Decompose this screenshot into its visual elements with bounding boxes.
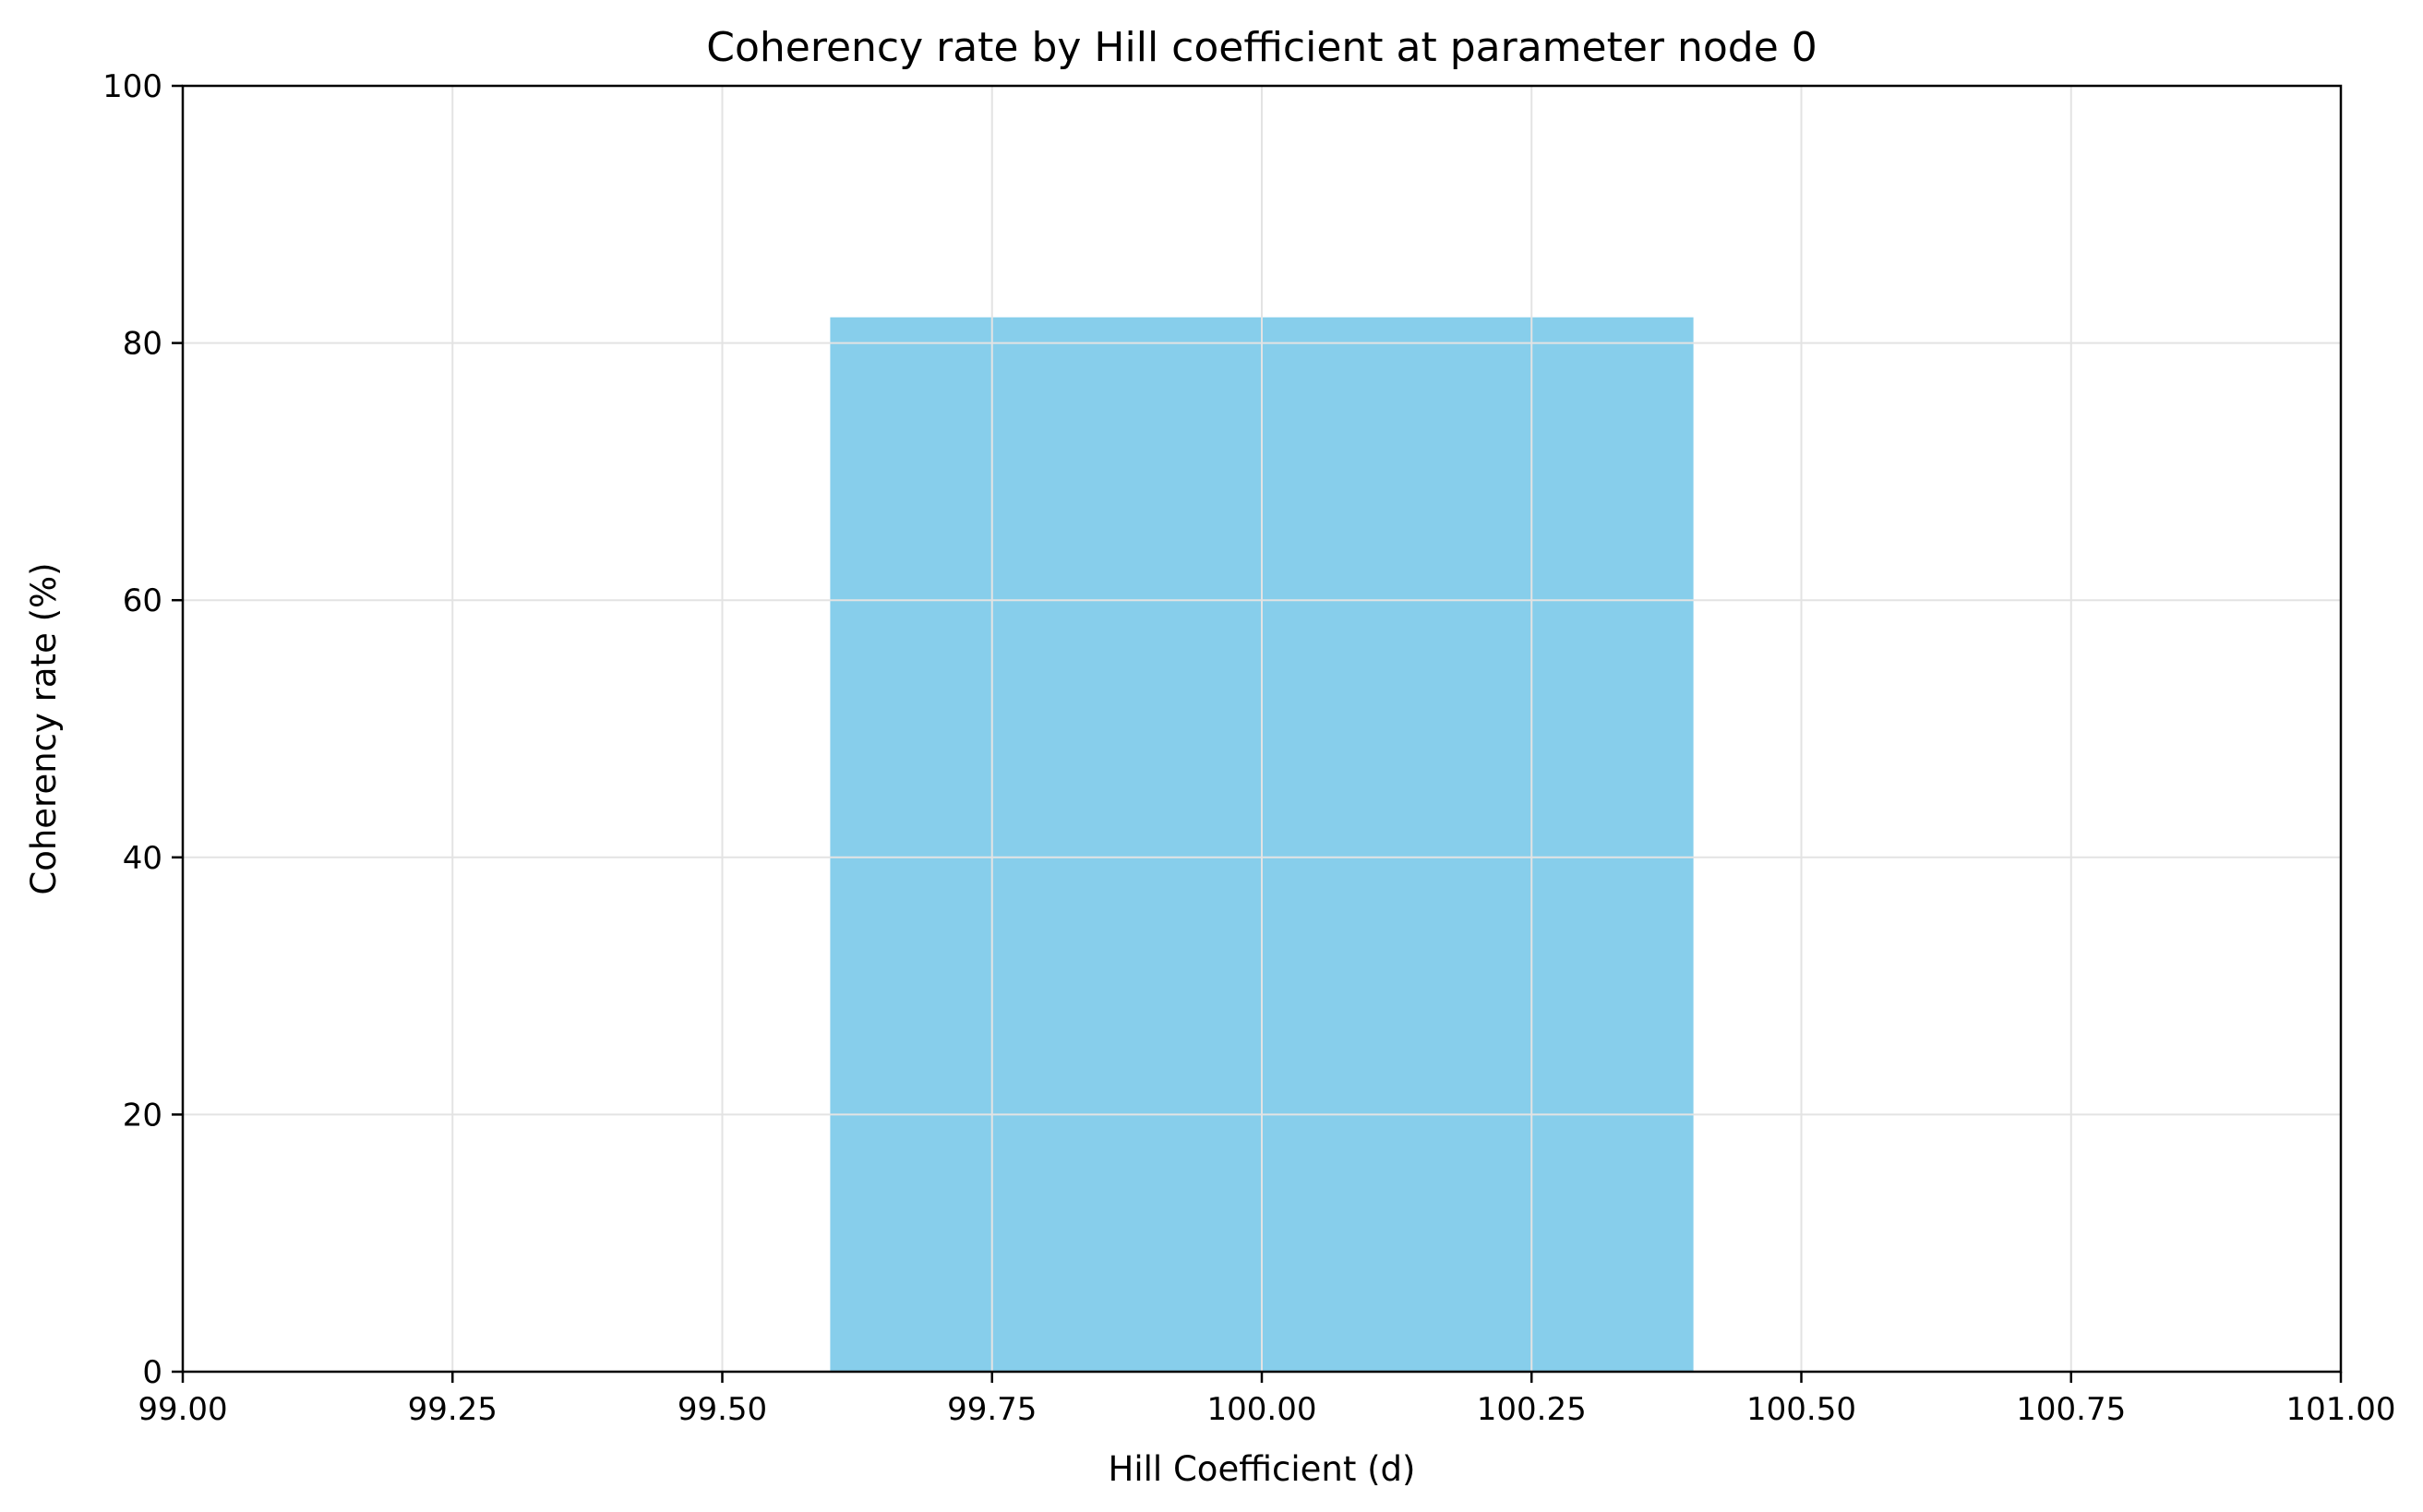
x-tick-label: 100.00	[1207, 1391, 1317, 1428]
x-axis: 99.00 99.25 99.50 99.75 100.00 100.25 100.50 10…	[138, 1372, 2395, 1428]
x-tick-label: 99.75	[947, 1391, 1037, 1428]
x-tick-label: 99.50	[678, 1391, 767, 1428]
x-tick-label: 99.25	[408, 1391, 498, 1428]
x-tick-label: 100.25	[1477, 1391, 1587, 1428]
x-tick-label: 99.00	[138, 1391, 227, 1428]
x-tick-label: 100.50	[1746, 1391, 1856, 1428]
chart-title: Coherency rate by Hill coefficient at pa…	[706, 24, 1817, 71]
y-axis-label: Coherency rate (%)	[24, 562, 64, 894]
y-tick-label: 20	[123, 1097, 162, 1134]
x-tick-label: 101.00	[2286, 1391, 2396, 1428]
x-tick-label: 100.75	[2016, 1391, 2126, 1428]
y-tick-label: 100	[102, 68, 162, 105]
y-tick-label: 80	[123, 326, 162, 363]
y-axis: 0 20 40 60 80 100	[102, 68, 183, 1391]
x-axis-label: Hill Coefficient (d)	[1109, 1449, 1416, 1489]
y-tick-label: 60	[123, 582, 162, 619]
y-tick-label: 0	[142, 1354, 162, 1391]
y-tick-label: 40	[123, 840, 162, 877]
